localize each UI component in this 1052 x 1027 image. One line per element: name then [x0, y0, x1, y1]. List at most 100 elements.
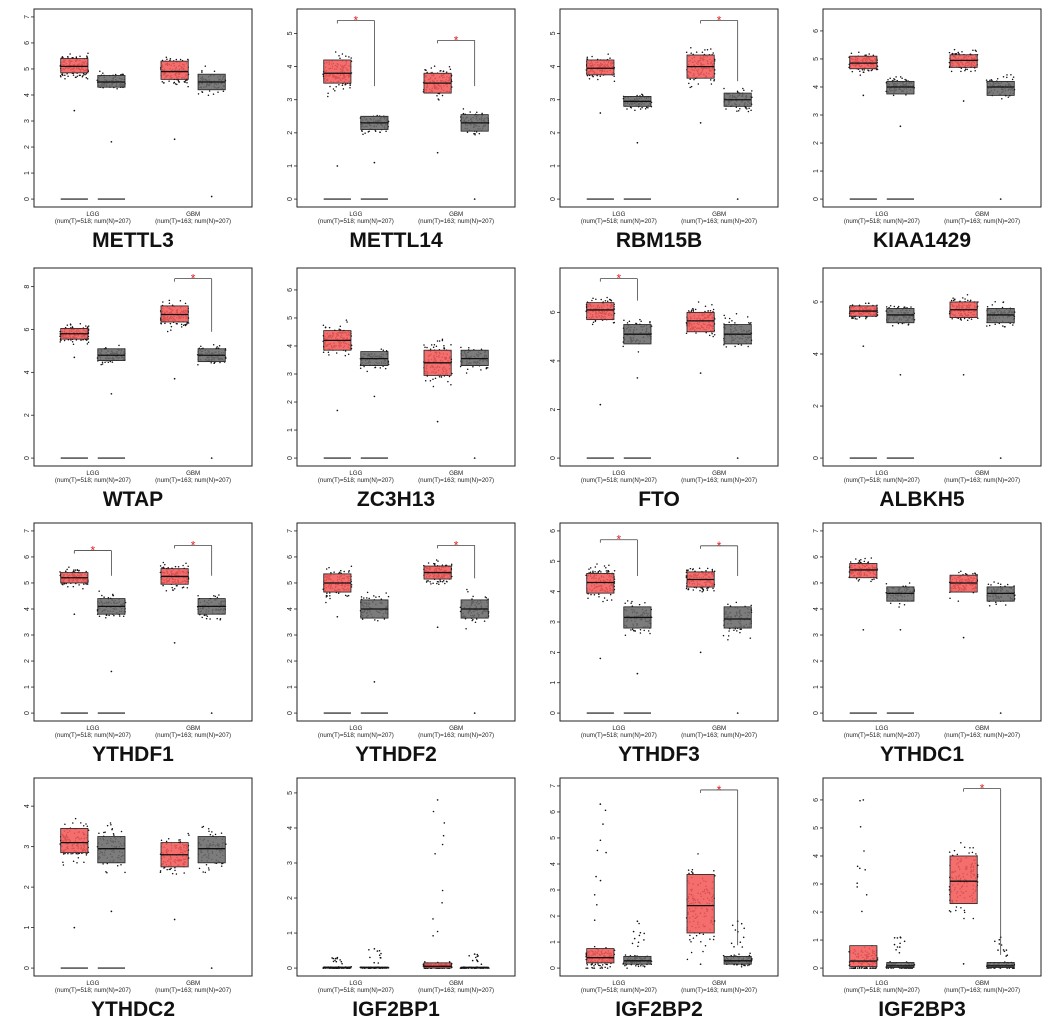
data-point — [734, 345, 736, 348]
data-point — [723, 87, 725, 90]
plot-frame — [296, 8, 516, 208]
data-point — [985, 79, 988, 81]
data-point — [747, 345, 749, 348]
data-point — [712, 335, 714, 338]
data-point — [592, 297, 594, 300]
data-point — [213, 362, 215, 365]
data-point — [609, 57, 611, 59]
y-tick-label: 2 — [287, 400, 294, 404]
data-point — [101, 361, 104, 364]
data-point — [1006, 74, 1008, 76]
outlier-point — [436, 420, 439, 423]
y-tick-label: 3 — [287, 372, 294, 376]
y-tick-label: 0 — [813, 197, 820, 201]
group-counts: (num(T)=163; num(N)=207) — [155, 477, 231, 484]
group-label: GBM — [712, 211, 726, 218]
data-point — [426, 580, 428, 582]
y-tick-label: 0 — [813, 456, 820, 460]
data-point — [342, 88, 345, 90]
data-point — [970, 70, 972, 73]
data-point — [485, 596, 488, 599]
y-tick-label: 1 — [287, 428, 294, 432]
data-point — [429, 580, 431, 583]
normal-box — [460, 349, 489, 366]
data-point — [635, 322, 637, 325]
group-counts: (num(T)=163; num(N)=207) — [155, 732, 231, 739]
data-point — [329, 595, 331, 597]
data-point — [750, 322, 752, 324]
data-point — [382, 349, 385, 351]
data-point — [612, 322, 615, 324]
data-point — [710, 48, 712, 50]
data-point — [387, 595, 390, 598]
data-point — [444, 582, 446, 585]
y-tick-label: 6 — [24, 41, 31, 45]
data-point — [988, 324, 991, 327]
data-point — [952, 297, 954, 299]
data-point — [858, 316, 861, 319]
plot-frame — [559, 8, 779, 208]
data-point — [213, 70, 216, 73]
data-point — [465, 372, 468, 374]
data-point — [60, 339, 62, 342]
outlier-point — [436, 151, 439, 154]
data-point — [885, 306, 888, 308]
data-point — [180, 326, 183, 328]
data-point — [690, 85, 693, 88]
significance-star: * — [717, 13, 722, 27]
significance-bracket — [174, 278, 213, 332]
data-point — [62, 583, 64, 586]
data-point — [706, 49, 709, 51]
data-point — [586, 56, 589, 59]
outlier-point — [899, 373, 902, 376]
data-point — [440, 376, 443, 378]
data-point — [591, 323, 594, 326]
y-tick-label: 6 — [287, 555, 294, 559]
y-tick-label: 2 — [813, 141, 820, 145]
data-point — [333, 571, 335, 573]
data-point — [626, 108, 628, 110]
y-tick-label: 7 — [24, 529, 31, 533]
data-point — [187, 85, 189, 88]
y-tick-label: 5 — [24, 581, 31, 585]
data-point — [450, 344, 452, 346]
y-tick-label: 2 — [287, 659, 294, 663]
data-point — [961, 51, 963, 53]
y-tick-label: 4 — [287, 607, 294, 611]
data-point — [69, 323, 72, 325]
data-point — [487, 598, 489, 600]
data-point — [214, 595, 217, 598]
y-tick-label: 0 — [550, 197, 557, 201]
data-point — [359, 367, 362, 370]
data-point — [424, 346, 426, 349]
data-point — [217, 91, 219, 93]
y-tick-label: 4 — [287, 65, 294, 69]
data-point — [114, 73, 117, 76]
data-point — [689, 78, 691, 81]
data-point — [966, 294, 969, 296]
data-point — [379, 131, 381, 133]
group-counts: (num(T)=163; num(N)=207) — [155, 218, 231, 225]
data-point — [689, 86, 691, 89]
data-point — [327, 95, 329, 98]
data-point — [374, 619, 376, 621]
data-point — [426, 71, 428, 74]
outlier-point — [110, 392, 113, 395]
data-point — [380, 348, 383, 350]
data-point — [728, 321, 730, 324]
gene-title: YTHDF1 — [92, 743, 174, 766]
data-point — [62, 74, 64, 77]
data-point — [964, 69, 966, 72]
group-counts: (num(T)=163; num(N)=207) — [944, 477, 1020, 484]
data-point — [462, 108, 465, 110]
outlier-point — [210, 195, 213, 198]
data-point — [325, 568, 328, 570]
data-point — [176, 584, 178, 587]
data-point — [384, 367, 387, 370]
data-point — [326, 592, 328, 595]
data-point — [690, 52, 692, 54]
data-point — [116, 87, 118, 90]
data-point — [893, 305, 896, 308]
y-tick-label: 3 — [287, 98, 294, 102]
